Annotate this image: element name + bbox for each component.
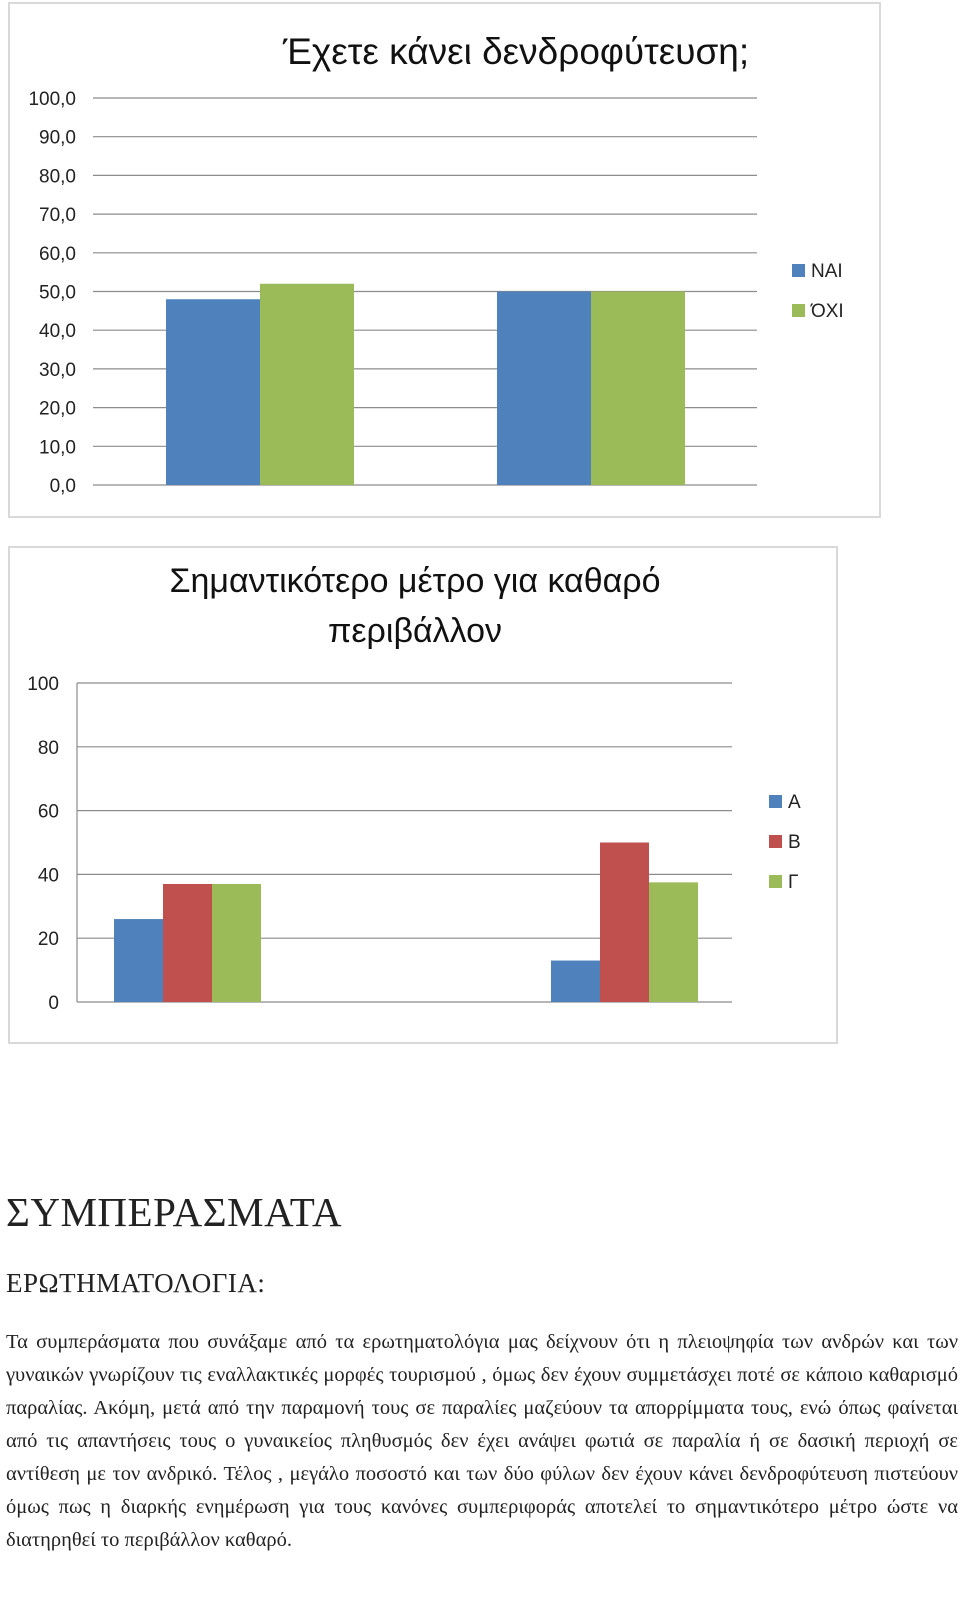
chart-clean-environment: Σημαντικότερο μέτρο για καθαρό περιβάλλον… [8,546,838,1044]
y-tick-label: 20 [38,929,59,950]
bar [591,291,685,485]
y-tick-label: 100 [27,674,59,695]
y-tick-label: 90,0 [39,128,76,149]
conclusions-paragraph: Τα συμπεράσματα που συνάξαμε από τα ερωτ… [6,1331,958,1551]
legend-swatch [792,264,805,277]
legend-label: Α [788,792,801,813]
y-tick-label: 20,0 [39,399,76,420]
legend-swatch [792,304,805,317]
bar [260,283,354,485]
legend-label: ΝΑΙ [811,261,843,282]
chart-tree-planting: Έχετε κάνει δενδροφύτευση; 0,0 10,0 20,0 30,… [8,2,881,518]
y-tick-label: 100,0 [28,89,76,110]
y-tick-label: 10,0 [39,437,76,458]
bar [600,842,649,1002]
legend-label: Γ [788,872,798,893]
legend-swatch [769,875,782,888]
y-tick-label: 60,0 [39,244,76,265]
bar [166,299,260,485]
chart-title: περιβάλλον [328,612,502,650]
chart-clean-environment-svg: Σημαντικότερο μέτρο για καθαρό περιβάλλον… [27,562,801,1014]
y-tick-label: 70,0 [39,205,76,226]
legend-label: Β [788,832,801,853]
chart-tree-planting-svg: Έχετε κάνει δενδροφύτευση; 0,0 10,0 20,0 30,… [28,31,844,497]
chart-title: Σημαντικότερο μέτρο για καθαρό [169,562,660,600]
y-tick-label: 60 [38,802,59,823]
bar [163,883,212,1002]
bar [497,291,591,485]
legend-swatch [769,795,782,808]
section-title: ΣΥΜΠΕΡΑΣΜΑΤΑ [6,1189,343,1235]
y-tick-label: 0 [48,993,59,1014]
y-tick-label: 80,0 [39,166,76,187]
y-tick-label: 50,0 [39,283,76,304]
legend-label: ΌΧΙ [810,301,844,322]
bar [551,960,600,1002]
y-tick-label: 30,0 [39,360,76,381]
y-tick-label: 0,0 [50,476,76,497]
y-tick-label: 40 [38,865,59,886]
chart-title: Έχετε κάνει δενδροφύτευση; [282,31,749,72]
section-subtitle: ΕΡΩΤΗΜΑΤΟΛΟΓΙΑ: [6,1268,266,1298]
y-tick-label: 40,0 [39,321,76,342]
y-tick-label: 80 [38,738,59,759]
legend-swatch [769,835,782,848]
bar [649,882,698,1002]
bar [114,919,163,1002]
bar [212,883,261,1002]
